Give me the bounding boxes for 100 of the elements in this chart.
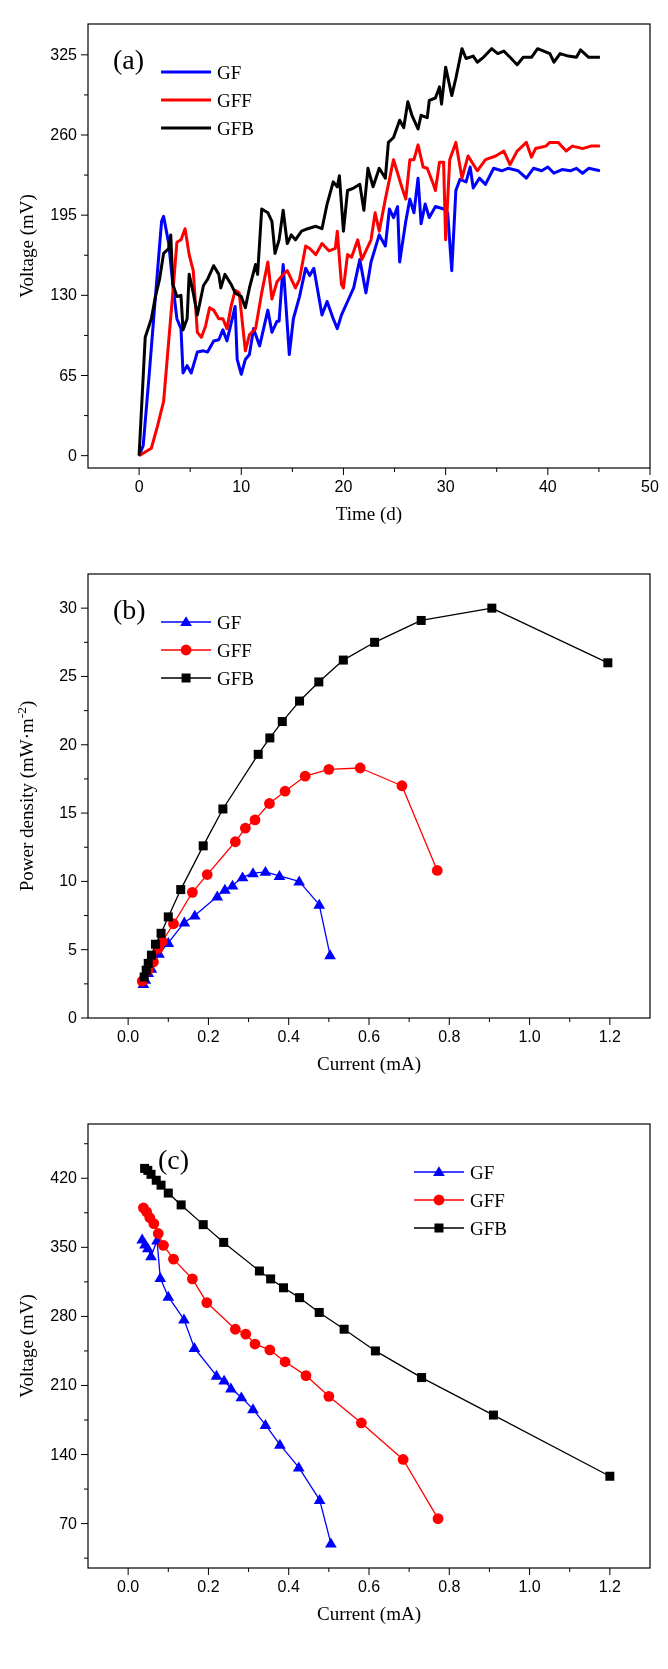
y-tick-label: 70 (59, 1514, 78, 1532)
point (266, 1274, 276, 1284)
point (279, 1356, 291, 1368)
point (186, 886, 198, 898)
y-tick-label: 140 (50, 1445, 78, 1463)
y-tick-label: 0 (68, 446, 78, 464)
point (279, 785, 291, 797)
point (300, 1370, 312, 1381)
y-tick-label: 260 (50, 126, 78, 143)
point (338, 655, 348, 665)
point (396, 780, 408, 792)
point (273, 870, 286, 880)
point (355, 1417, 367, 1429)
point (313, 898, 326, 909)
legend-label: GFB (217, 118, 255, 139)
point (156, 928, 166, 938)
x-tick-label: 0.6 (357, 1028, 381, 1045)
point (176, 1200, 186, 1210)
annotation: (a) (113, 44, 145, 75)
y-tick-label: 15 (59, 804, 78, 822)
point (313, 1494, 326, 1504)
y-tick-label: 325 (50, 45, 78, 63)
point (198, 841, 208, 851)
point (264, 798, 275, 809)
legend-label: GFF (217, 640, 252, 661)
x-tick-label: 0.0 (117, 1578, 140, 1595)
annotation: (b) (113, 594, 146, 625)
point (299, 770, 311, 782)
point (201, 869, 213, 880)
y-tick-label: 30 (59, 599, 78, 617)
point (198, 1220, 208, 1230)
x-tick-label: 1.0 (518, 1578, 541, 1595)
y-tick-label: 210 (50, 1376, 78, 1394)
y-tick-label: 420 (50, 1169, 78, 1187)
point (249, 1338, 261, 1350)
point (178, 916, 191, 927)
point (146, 950, 156, 960)
point (143, 958, 153, 968)
point (229, 1323, 241, 1335)
x-tick-label: 0.6 (357, 1578, 381, 1595)
point (236, 871, 249, 882)
point (274, 1438, 286, 1449)
point (397, 1454, 409, 1465)
point (416, 615, 426, 625)
point (293, 875, 305, 886)
x-tick-label: 1.2 (598, 1028, 622, 1045)
point (279, 1283, 288, 1293)
point (264, 1344, 276, 1356)
x-tick-label: 0.0 (117, 1028, 140, 1045)
point (158, 1239, 169, 1251)
point (431, 865, 443, 876)
point (229, 836, 241, 848)
point (239, 822, 251, 834)
point (162, 1290, 175, 1301)
x-tick-label: 50 (641, 478, 659, 495)
point (603, 658, 613, 668)
y-tick-label: 65 (59, 366, 78, 384)
x-tick-label: 10 (232, 478, 251, 495)
y-tick-label: 25 (59, 667, 78, 685)
x-axis-title: Current (mA) (317, 1603, 421, 1625)
y-axis-title: Voltage (mV) (16, 194, 38, 298)
point (354, 762, 366, 774)
point (295, 696, 305, 706)
y-tick-label: 350 (50, 1238, 78, 1256)
x-tick-label: 0.2 (197, 1028, 220, 1045)
point (188, 909, 201, 920)
point (417, 1373, 427, 1383)
point (152, 1228, 164, 1239)
point (163, 1188, 173, 1198)
point (605, 1471, 615, 1481)
y-tick-label: 5 (68, 940, 78, 958)
point (254, 1266, 264, 1276)
x-tick-label: 0.8 (438, 1028, 461, 1045)
y-tick-label: 0 (68, 1009, 78, 1026)
y-tick-label: 195 (50, 206, 78, 224)
legend-label: GFF (217, 90, 252, 111)
point (259, 865, 272, 876)
y-tick-label: 20 (59, 735, 78, 753)
point (370, 1346, 380, 1356)
annotation: (c) (158, 1144, 190, 1175)
point (218, 1374, 230, 1385)
x-tick-label: 40 (538, 478, 557, 495)
point (323, 1390, 335, 1402)
point (314, 1307, 324, 1317)
point (219, 1237, 229, 1247)
legend-label: GF (217, 62, 242, 83)
point (218, 804, 228, 814)
point (150, 939, 160, 949)
point (247, 1403, 259, 1414)
point (259, 1419, 272, 1429)
x-axis-title: Current (mA) (317, 1053, 421, 1075)
point (432, 1513, 444, 1525)
point (210, 1369, 223, 1380)
point (225, 1382, 237, 1393)
point (339, 1324, 349, 1334)
x-tick-label: 30 (436, 478, 455, 495)
point (323, 763, 335, 775)
point (370, 637, 380, 647)
legend-label: GFF (469, 1190, 505, 1211)
point (188, 1342, 201, 1353)
